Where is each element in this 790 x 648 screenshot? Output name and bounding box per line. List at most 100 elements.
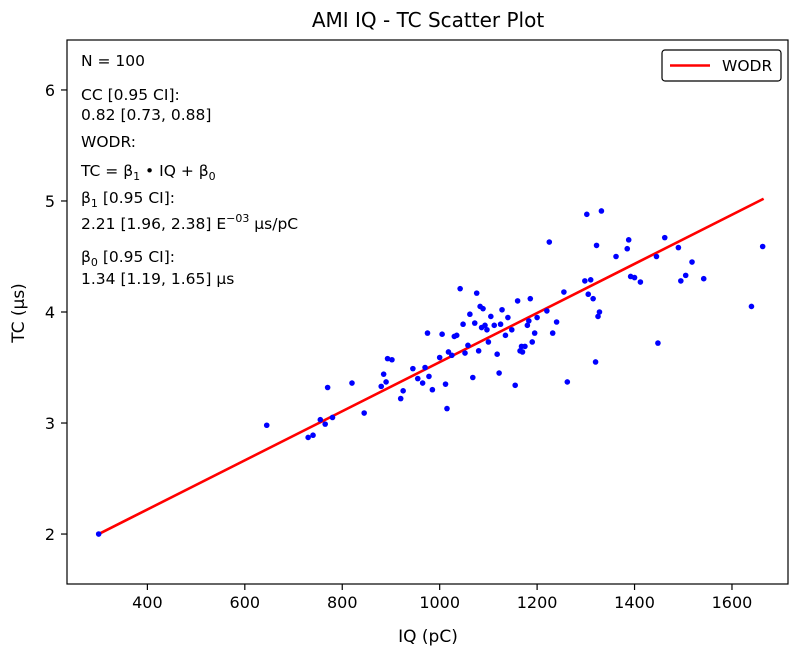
- equation-prefix: TC = β: [80, 162, 133, 180]
- scatter-point: [613, 253, 619, 260]
- scatter-point: [429, 386, 436, 393]
- scatter-point: [514, 298, 521, 304]
- equation-sub-1: 1: [133, 170, 140, 183]
- scatter-point: [488, 313, 494, 320]
- scatter-point: [471, 320, 478, 326]
- annotation-b0-label: β0 [0.95 CI]:: [81, 248, 175, 269]
- scatter-point: [524, 322, 531, 329]
- scatter-point: [625, 237, 632, 243]
- scatter-point: [759, 243, 766, 250]
- scatter-point: [675, 244, 682, 251]
- legend-label-wodr: WODR: [722, 57, 772, 75]
- y-tick-label: 3: [45, 414, 55, 433]
- annotation-cc-value: 0.82 [0.73, 0.88]: [81, 106, 211, 124]
- scatter-point: [678, 278, 684, 284]
- scatter-point: [462, 350, 468, 356]
- scatter-point: [593, 242, 600, 249]
- b1-value-pre: 2.21 [1.96, 2.38] E: [81, 215, 226, 233]
- scatter-point: [508, 326, 515, 333]
- legend: WODR: [661, 49, 782, 82]
- scatter-point: [480, 305, 486, 312]
- scatter-point: [410, 365, 416, 372]
- scatter-point: [592, 359, 599, 365]
- scatter-points-layer: [95, 208, 766, 537]
- scatter-point: [329, 414, 336, 421]
- scatter-point: [324, 384, 331, 391]
- scatter-point: [595, 313, 601, 320]
- scatter-point: [689, 259, 695, 265]
- scatter-point: [596, 309, 603, 315]
- scatter-point: [544, 308, 550, 314]
- scatter-point: [561, 289, 567, 295]
- annotation-cc-label: CC [0.95 CI]:: [81, 86, 180, 104]
- scatter-point: [424, 330, 431, 336]
- b1-label-post: [0.95 CI]:: [98, 189, 175, 207]
- scatter-point: [453, 332, 460, 339]
- scatter-point: [400, 388, 406, 394]
- scatter-point: [444, 405, 450, 412]
- scatter-point: [414, 375, 421, 382]
- scatter-point: [389, 356, 395, 363]
- scatter-point: [526, 318, 532, 324]
- legend-box: [661, 49, 782, 82]
- scatter-point: [439, 331, 445, 338]
- scatter-point: [470, 374, 476, 381]
- scatter-point: [380, 371, 387, 377]
- b1-label-sub: 1: [91, 197, 98, 210]
- scatter-point: [473, 290, 480, 296]
- scatter-point: [263, 422, 270, 429]
- fit-line-layer: [98, 197, 765, 536]
- scatter-point: [384, 355, 391, 362]
- scatter-point: [419, 380, 426, 386]
- scatter-point: [475, 348, 482, 354]
- x-tick-label: 600: [230, 593, 261, 612]
- scatter-point: [484, 326, 490, 333]
- scatter-point: [310, 432, 316, 439]
- equation-mid: • IQ + β: [140, 162, 209, 180]
- scatter-point: [497, 321, 504, 328]
- x-axis-label: IQ (pC): [398, 627, 458, 647]
- x-tick-label: 1600: [712, 593, 753, 612]
- plot-frame: [66, 39, 789, 585]
- wodr-fit-line: [98, 197, 765, 536]
- scatter-point: [502, 332, 509, 339]
- y-tick-label: 2: [45, 525, 55, 544]
- annotation-b0-value: 1.34 [1.19, 1.65] µs: [81, 270, 234, 288]
- scatter-point: [317, 416, 324, 423]
- scatter-point: [700, 275, 707, 282]
- scatter-point: [527, 295, 534, 302]
- scatter-point: [590, 295, 596, 302]
- scatter-point: [361, 410, 367, 416]
- y-axis-label: TC (µs): [9, 283, 29, 344]
- scatter-point: [661, 234, 668, 241]
- scatter-point: [494, 351, 500, 357]
- scatter-point: [564, 379, 571, 385]
- y-tick-label: 4: [45, 303, 55, 322]
- scatter-point: [305, 434, 311, 441]
- scatter-point: [655, 340, 661, 346]
- x-tick-label: 400: [132, 593, 163, 612]
- scatter-point: [422, 364, 428, 371]
- x-tick-label: 1400: [614, 593, 655, 612]
- scatter-point: [349, 380, 355, 386]
- scatter-point: [383, 379, 389, 385]
- b0-label-pre: β: [81, 248, 91, 266]
- b0-label-post: [0.95 CI]:: [98, 248, 175, 266]
- scatter-point: [460, 321, 466, 328]
- scatter-point: [682, 272, 689, 279]
- scatter-point: [531, 330, 538, 336]
- scatter-point: [457, 285, 463, 292]
- scatter-point: [585, 291, 592, 298]
- scatter-point: [582, 278, 588, 284]
- scatter-point: [491, 322, 498, 329]
- x-ticks: 400 600 800 1000 1200 1400 1600: [132, 584, 752, 612]
- scatter-point: [529, 339, 536, 345]
- scatter-point: [522, 343, 528, 350]
- scatter-point: [624, 245, 631, 252]
- scatter-point: [598, 208, 605, 214]
- scatter-point: [496, 370, 502, 376]
- scatter-point: [442, 381, 449, 387]
- scatter-point: [322, 421, 328, 427]
- scatter-point: [467, 311, 473, 318]
- scatter-point: [534, 314, 540, 321]
